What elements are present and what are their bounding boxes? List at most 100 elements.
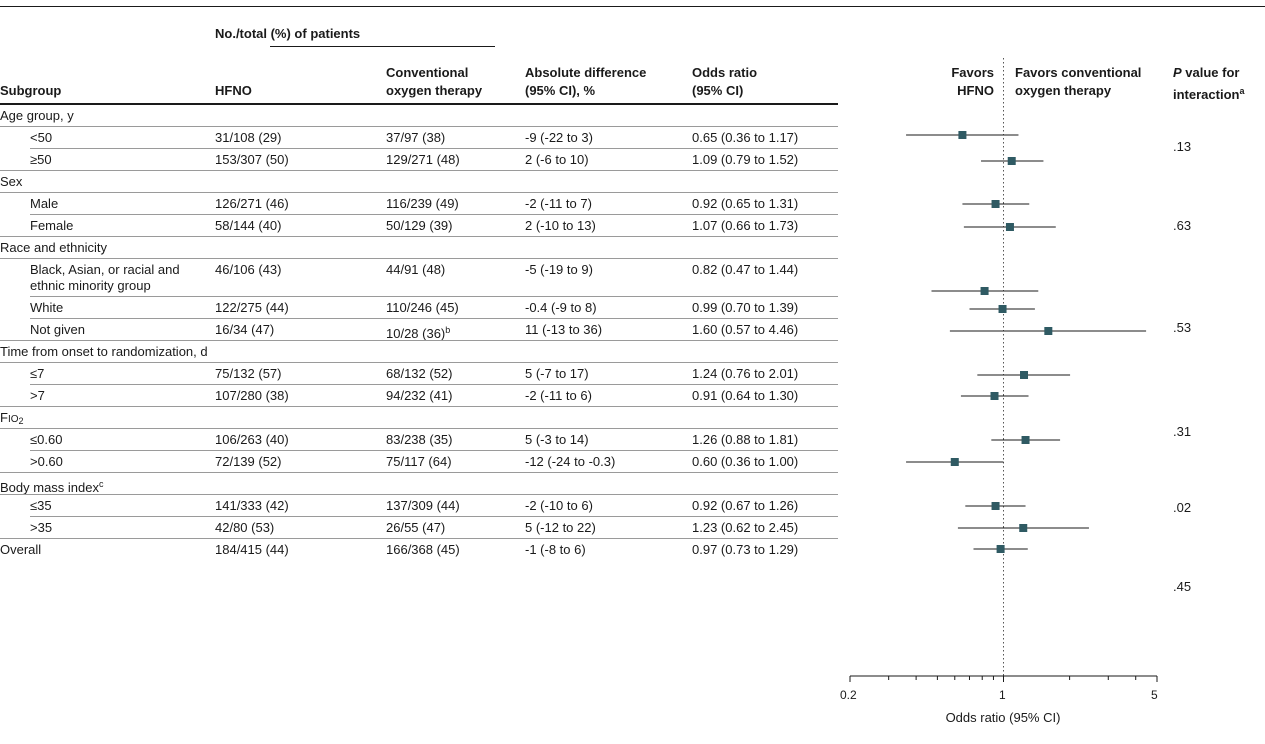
diff-value: 2 (-10 to 13) — [525, 218, 596, 233]
category-label: Sex — [0, 174, 23, 189]
diff-value: -2 (-11 to 6) — [525, 388, 592, 403]
subgroup-name: <50 — [30, 130, 53, 145]
or-value: 0.60 (0.36 to 1.00) — [692, 454, 799, 469]
cot-value: 44/91 (48) — [386, 262, 446, 277]
point-estimate-marker — [996, 545, 1005, 553]
category-row: FIO2 — [0, 407, 838, 429]
hfno-value: 141/333 (42) — [215, 498, 289, 513]
or-value: 1.07 (0.66 to 1.73) — [692, 218, 799, 233]
point-estimate-marker — [998, 305, 1007, 313]
table-row: ≤7 75/132 (57) 68/132 (52) 5 (-7 to 17) … — [0, 363, 838, 385]
hfno-value: 46/106 (43) — [215, 262, 282, 277]
overall-row: Overall 184/415 (44) 166/368 (45) -1 (-8… — [0, 539, 838, 561]
header-pvalue-2: interactiona — [1173, 86, 1245, 102]
table-row: <50 31/108 (29) 37/97 (38) -9 (-22 to 3)… — [0, 127, 838, 149]
category-row: Race and ethnicity — [0, 237, 838, 259]
or-value: 1.60 (0.57 to 4.46) — [692, 322, 799, 337]
cot-value: 10/28 (36)b — [386, 325, 451, 341]
hfno-value: 75/132 (57) — [215, 366, 282, 381]
subgroup-name: Male — [30, 196, 59, 211]
subgroup-name: Female — [30, 218, 74, 233]
point-estimate-marker — [980, 287, 989, 295]
pvalue-label: .31 — [1173, 424, 1192, 439]
or-value: 1.09 (0.79 to 1.52) — [692, 152, 799, 167]
axis-title: Odds ratio (95% CI) — [945, 710, 1061, 725]
or-value: 0.91 (0.64 to 1.30) — [692, 388, 799, 403]
or-value: 1.26 (0.88 to 1.81) — [692, 432, 799, 447]
cot-value: 129/271 (48) — [386, 152, 460, 167]
subgroup-name: Black, Asian, or racial and ethnic minori… — [30, 262, 180, 293]
hfno-value: 31/108 (29) — [215, 130, 282, 145]
diff-value: -12 (-24 to -0.3) — [525, 454, 616, 469]
cot-value: 116/239 (49) — [386, 196, 459, 211]
header-pvalue-1: P value for — [1173, 65, 1240, 80]
point-estimate-marker — [958, 131, 967, 139]
category-row: Time from onset to randomization, d — [0, 341, 838, 363]
cot-value: 110/246 (45) — [386, 300, 459, 315]
header-rule — [0, 103, 838, 105]
cot-value: 75/117 (64) — [386, 454, 452, 469]
header-favors-left-2: HFNO — [957, 83, 994, 98]
diff-value: -5 (-19 to 9) — [525, 262, 593, 277]
subgroup-name: >0.60 — [30, 454, 63, 469]
tick-label: 5 — [1151, 688, 1158, 702]
category-row: Body mass indexc — [0, 473, 838, 495]
cot-value: 94/232 (41) — [386, 388, 453, 403]
hfno-value: 153/307 (50) — [215, 152, 289, 167]
diff-value: 5 (-12 to 22) — [525, 520, 596, 535]
diff-value: -1 (-8 to 6) — [525, 542, 586, 557]
point-estimate-marker — [1021, 436, 1030, 444]
table-row: Female 58/144 (40) 50/129 (39) 2 (-10 to… — [0, 215, 838, 237]
cot-value: 37/97 (38) — [386, 130, 446, 145]
tick-label: 0.2 — [840, 688, 857, 702]
subgroup-name: >7 — [30, 388, 45, 403]
category-label: Age group, y — [0, 108, 74, 123]
hfno-value: 72/139 (52) — [215, 454, 282, 469]
diff-value: 2 (-6 to 10) — [525, 152, 589, 167]
table-row: ≥50 153/307 (50) 129/271 (48) 2 (-6 to 1… — [0, 149, 838, 171]
category-label: Time from onset to randomization, d — [0, 344, 208, 359]
point-estimate-marker — [991, 200, 1000, 208]
point-estimate-marker — [991, 502, 1000, 510]
subgroup-name: ≤7 — [30, 366, 45, 381]
subgroup-name: >35 — [30, 520, 53, 535]
diff-value: 11 (-13 to 36) — [525, 322, 603, 337]
diff-value: -9 (-22 to 3) — [525, 130, 593, 145]
hfno-value: 126/271 (46) — [215, 196, 289, 211]
header-group-label: No./total (%) of patients — [215, 26, 361, 41]
diff-value: -2 (-11 to 7) — [525, 196, 592, 211]
or-value: 1.23 (0.62 to 2.45) — [692, 520, 799, 535]
hfno-value: 107/280 (38) — [215, 388, 289, 403]
pvalue-label: .02 — [1173, 500, 1192, 515]
point-estimate-marker — [950, 458, 959, 466]
cot-value: 83/238 (35) — [386, 432, 453, 447]
diff-value: 5 (-3 to 14) — [525, 432, 589, 447]
hfno-value: 58/144 (40) — [215, 218, 282, 233]
subgroup-name: ≤35 — [30, 498, 52, 513]
table-row: White 122/275 (44) 110/246 (45) -0.4 (-9… — [0, 297, 838, 319]
table-row: Not given 16/34 (47) 10/28 (36)b 11 (-13… — [0, 319, 838, 341]
tick-label: 1 — [999, 688, 1006, 702]
cot-value: 137/309 (44) — [386, 498, 460, 513]
header-group-rule — [270, 46, 495, 47]
table-row: ≤35 141/333 (42) 137/309 (44) -2 (-10 to… — [0, 495, 838, 517]
or-value: 0.65 (0.36 to 1.17) — [692, 130, 799, 145]
pvalue-label: .63 — [1173, 218, 1192, 233]
category-row: Sex — [0, 171, 838, 193]
point-estimate-marker — [1007, 157, 1016, 165]
subgroup-name: ≤0.60 — [30, 432, 63, 447]
header-cot-1: Conventional — [386, 65, 469, 80]
or-value: 0.99 (0.70 to 1.39) — [692, 300, 799, 315]
table-row: Black, Asian, or racial and ethnic minori… — [0, 259, 838, 297]
pvalue-label: .13 — [1173, 139, 1192, 154]
or-value: 0.92 (0.65 to 1.31) — [692, 196, 799, 211]
point-estimate-marker — [1020, 371, 1029, 379]
pvalue-label: .45 — [1173, 579, 1192, 594]
point-estimate-marker — [1019, 524, 1028, 532]
hfno-value: 106/263 (40) — [215, 432, 289, 447]
table-row: >0.60 72/139 (52) 75/117 (64) -12 (-24 t… — [0, 451, 838, 473]
header-subgroup: Subgroup — [0, 83, 62, 98]
point-estimate-marker — [1044, 327, 1053, 335]
header-favors-left-1: Favors — [951, 65, 994, 80]
